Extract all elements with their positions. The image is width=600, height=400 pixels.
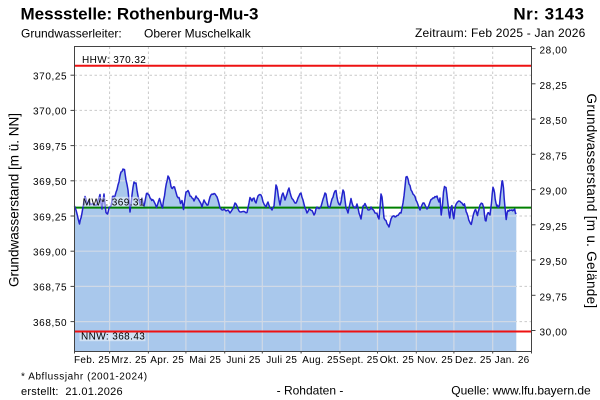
svg-text:368,50: 368,50 — [33, 318, 67, 329]
svg-text:- Rohdaten -: - Rohdaten - — [277, 384, 344, 398]
svg-text:368,75: 368,75 — [33, 283, 67, 294]
svg-text:Mrz. 25: Mrz. 25 — [111, 355, 147, 366]
svg-text:369,25: 369,25 — [33, 212, 67, 223]
svg-text:369,50: 369,50 — [33, 177, 67, 188]
svg-text:Grundwasserleiter:: Grundwasserleiter: — [21, 26, 122, 40]
svg-text:29,50: 29,50 — [540, 257, 568, 268]
svg-text:NNW: 368.43: NNW: 368.43 — [81, 332, 145, 343]
svg-text:Grundwasserstand [m u. Gelände: Grundwasserstand [m u. Gelände] — [584, 94, 599, 309]
svg-text:Nr: 3143: Nr: 3143 — [513, 5, 584, 24]
svg-text:Juli 25: Juli 25 — [266, 355, 297, 366]
svg-text:Feb. 25: Feb. 25 — [74, 355, 110, 366]
svg-text:Mai 25: Mai 25 — [189, 355, 221, 366]
svg-text:Jan. 26: Jan. 26 — [495, 355, 530, 366]
svg-text:Dez. 25: Dez. 25 — [455, 355, 492, 366]
svg-text:370,25: 370,25 — [33, 72, 67, 83]
svg-text:erstellt: 21.01.2026: erstellt: 21.01.2026 — [21, 386, 123, 398]
svg-text:370,00: 370,00 — [33, 107, 67, 118]
svg-text:29,75: 29,75 — [540, 292, 568, 303]
svg-text:30,00: 30,00 — [540, 328, 568, 339]
svg-text:Sept. 25: Sept. 25 — [339, 355, 379, 366]
svg-text:Grundwasserstand [m ü. NN]: Grundwasserstand [m ü. NN] — [6, 113, 21, 287]
svg-text:28,75: 28,75 — [540, 151, 568, 162]
svg-text:28,00: 28,00 — [540, 46, 568, 57]
svg-text:29,25: 29,25 — [540, 222, 568, 233]
svg-text:Zeitraum: Feb 2025 - Jan 2026: Zeitraum: Feb 2025 - Jan 2026 — [415, 26, 586, 40]
svg-text:MW*: 369.31: MW*: 369.31 — [83, 197, 145, 208]
svg-text:28,25: 28,25 — [540, 81, 568, 92]
svg-text:Messstelle: Rothenburg-Mu-3: Messstelle: Rothenburg-Mu-3 — [21, 5, 259, 24]
svg-text:Quelle: www.lfu.bayern.de: Quelle: www.lfu.bayern.de — [451, 384, 591, 398]
svg-text:Juni 25: Juni 25 — [226, 355, 260, 366]
svg-text:Nov. 25: Nov. 25 — [417, 355, 453, 366]
svg-text:* Abflussjahr (2001-2024): * Abflussjahr (2001-2024) — [21, 371, 148, 382]
svg-text:28,50: 28,50 — [540, 116, 568, 127]
svg-text:Apr. 25: Apr. 25 — [150, 355, 184, 366]
svg-text:29,00: 29,00 — [540, 187, 568, 198]
svg-text:369,75: 369,75 — [33, 142, 67, 153]
svg-text:369,00: 369,00 — [33, 248, 67, 259]
svg-text:Oberer Muschelkalk: Oberer Muschelkalk — [144, 26, 252, 40]
svg-text:Aug. 25: Aug. 25 — [302, 355, 339, 366]
svg-text:HHW: 370.32: HHW: 370.32 — [82, 55, 146, 66]
svg-text:Okt. 25: Okt. 25 — [380, 355, 414, 366]
